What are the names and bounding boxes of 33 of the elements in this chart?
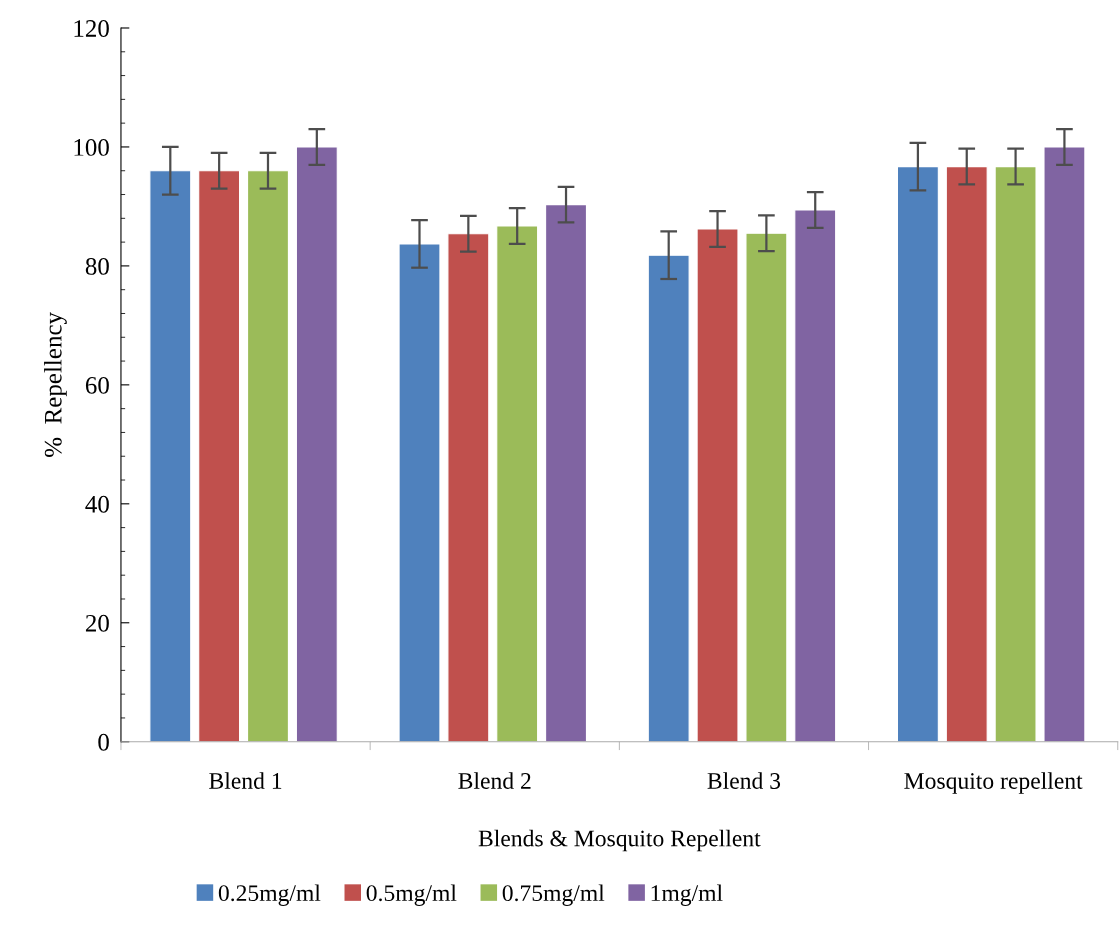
x-tick-label: Blend 3 bbox=[707, 772, 781, 789]
y-tick-label: 0 bbox=[98, 733, 109, 751]
bar bbox=[1043, 146, 1086, 742]
x-tick-label: Blend 1 bbox=[209, 772, 282, 789]
legend-label: 0.5mg/ml bbox=[366, 884, 457, 906]
bar bbox=[994, 166, 1037, 742]
bar bbox=[945, 166, 988, 742]
bar bbox=[896, 166, 939, 742]
x-axis-title: Blends & Mosquito Repellent bbox=[478, 829, 761, 852]
y-tick-label: 40 bbox=[85, 495, 109, 513]
legend-label: 0.25mg/ml bbox=[218, 884, 321, 906]
bar bbox=[794, 209, 837, 742]
bar bbox=[398, 243, 441, 742]
bar bbox=[295, 146, 338, 742]
bar bbox=[545, 204, 588, 742]
bar bbox=[647, 254, 690, 742]
y-axis-title: % Repellency bbox=[44, 312, 67, 457]
bar bbox=[246, 170, 289, 742]
bar bbox=[496, 225, 539, 742]
bar bbox=[149, 170, 192, 742]
y-tick-label: 20 bbox=[85, 614, 109, 632]
x-tick-label: Mosquito repellent bbox=[904, 772, 1083, 794]
y-tick-label: 100 bbox=[74, 139, 109, 156]
y-tick-label: 80 bbox=[85, 257, 109, 275]
bar bbox=[745, 232, 788, 742]
bar bbox=[198, 170, 241, 742]
legend-label: 1mg/ml bbox=[651, 884, 723, 906]
bar bbox=[447, 233, 490, 742]
bar bbox=[696, 228, 739, 742]
y-tick-label: 120 bbox=[74, 20, 109, 37]
legend-label: 0.75mg/ml bbox=[502, 884, 605, 906]
x-tick-label: Blend 2 bbox=[458, 772, 531, 789]
y-tick-label: 60 bbox=[85, 376, 109, 394]
